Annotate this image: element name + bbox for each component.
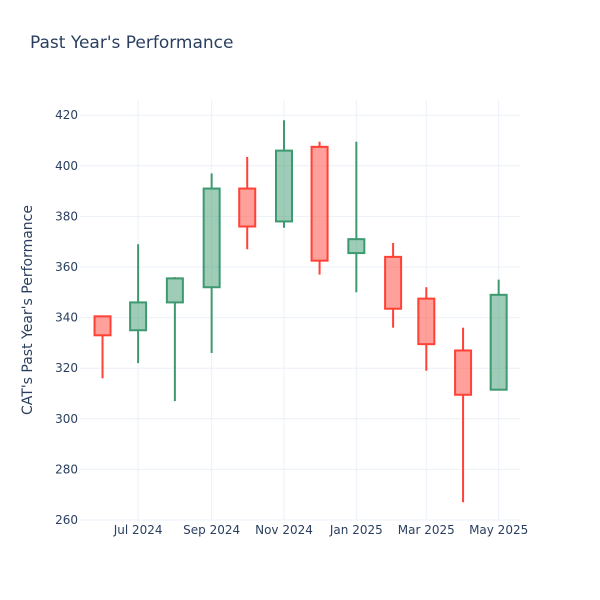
candle-body	[347, 238, 366, 255]
candle-body	[165, 277, 184, 304]
candle-increasing	[347, 141, 366, 293]
candle-decreasing	[93, 315, 112, 379]
candle-decreasing	[454, 327, 473, 503]
candle-body	[417, 297, 436, 346]
candle-layer	[93, 120, 508, 503]
candle-increasing	[129, 244, 148, 364]
candle-body	[310, 145, 329, 262]
y-tick-label: 380	[55, 209, 78, 223]
candle-decreasing	[310, 141, 329, 275]
y-tick-label: 300	[55, 412, 78, 426]
y-tick-label: 260	[55, 513, 78, 527]
y-tick-label: 420	[55, 108, 78, 122]
y-tick-label: 360	[55, 260, 78, 274]
candle-decreasing	[417, 287, 436, 371]
candle-body	[202, 187, 221, 289]
candle-increasing	[202, 173, 221, 354]
y-tick-label: 340	[55, 311, 78, 325]
candle-body	[129, 301, 148, 332]
y-tick-label: 320	[55, 361, 78, 375]
y-tick-label: 400	[55, 159, 78, 173]
chart-title: Past Year's Performance	[30, 33, 234, 53]
x-tick-label: Jan 2025	[329, 523, 383, 537]
x-tick-label: Mar 2025	[398, 523, 455, 537]
y-tick-label: 280	[55, 462, 78, 476]
candle-increasing	[165, 277, 184, 402]
candle-body	[384, 255, 403, 310]
candle-body	[238, 187, 257, 228]
y-axis-title: CAT's Past Year's Performance	[20, 205, 36, 415]
candle-increasing	[489, 279, 508, 391]
y-tick-labels: 260 280 300 320 340 360 380 400 420	[55, 108, 78, 527]
candle-body	[93, 315, 112, 337]
candle-body	[274, 149, 293, 223]
candle-decreasing	[238, 156, 257, 250]
x-tick-label: Nov 2024	[255, 523, 313, 537]
x-tick-label: Sep 2024	[183, 523, 240, 537]
x-tick-label: May 2025	[469, 523, 528, 537]
x-tick-label: Jul 2024	[113, 523, 163, 537]
candle-body	[454, 349, 473, 396]
x-tick-labels: Jul 2024 Sep 2024 Nov 2024 Jan 2025 Mar 2025…	[113, 523, 529, 537]
candle-increasing	[274, 120, 293, 228]
candle-body	[489, 293, 508, 391]
candle-decreasing	[384, 242, 403, 328]
